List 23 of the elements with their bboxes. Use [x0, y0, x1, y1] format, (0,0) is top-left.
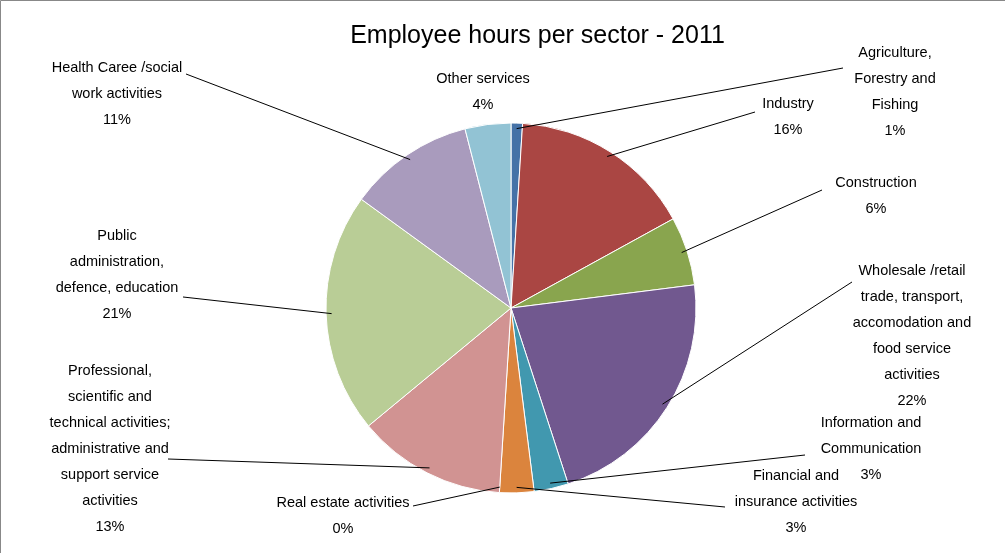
data-label: 4%	[472, 96, 494, 112]
slice-label: Agriculture, Forestry and Fishing	[854, 44, 936, 112]
slice-label: Wholesale /retail trade, transport, accomodation and food service activities	[852, 262, 972, 382]
data-label: 1%	[884, 122, 906, 138]
slice-label: Information and Communication	[820, 414, 922, 456]
slice-label: Professional, scientific and technical activities; administrative and support service activities	[49, 362, 171, 508]
chart-title: Employee hours per sector - 2011	[350, 20, 725, 48]
data-label: 11%	[103, 111, 132, 127]
data-label: 6%	[865, 200, 887, 216]
slice-label: Public administration, defence, education	[55, 227, 179, 295]
slice-label: Other services	[436, 70, 530, 86]
data-label: 21%	[102, 305, 132, 321]
data-label: 3%	[785, 519, 807, 535]
data-label: 13%	[95, 518, 125, 534]
data-label: 3%	[860, 466, 882, 482]
data-label: 16%	[773, 121, 803, 137]
slice-label: Health Caree /social work activities	[51, 59, 183, 101]
slice-label: Construction	[835, 174, 917, 190]
category-label: Real estate activities	[276, 494, 410, 510]
text: 0%	[332, 520, 354, 536]
slice-label: Industry	[762, 95, 815, 111]
slice-label: Financial and insurance activities	[734, 467, 858, 509]
data-label: 22%	[897, 392, 927, 408]
